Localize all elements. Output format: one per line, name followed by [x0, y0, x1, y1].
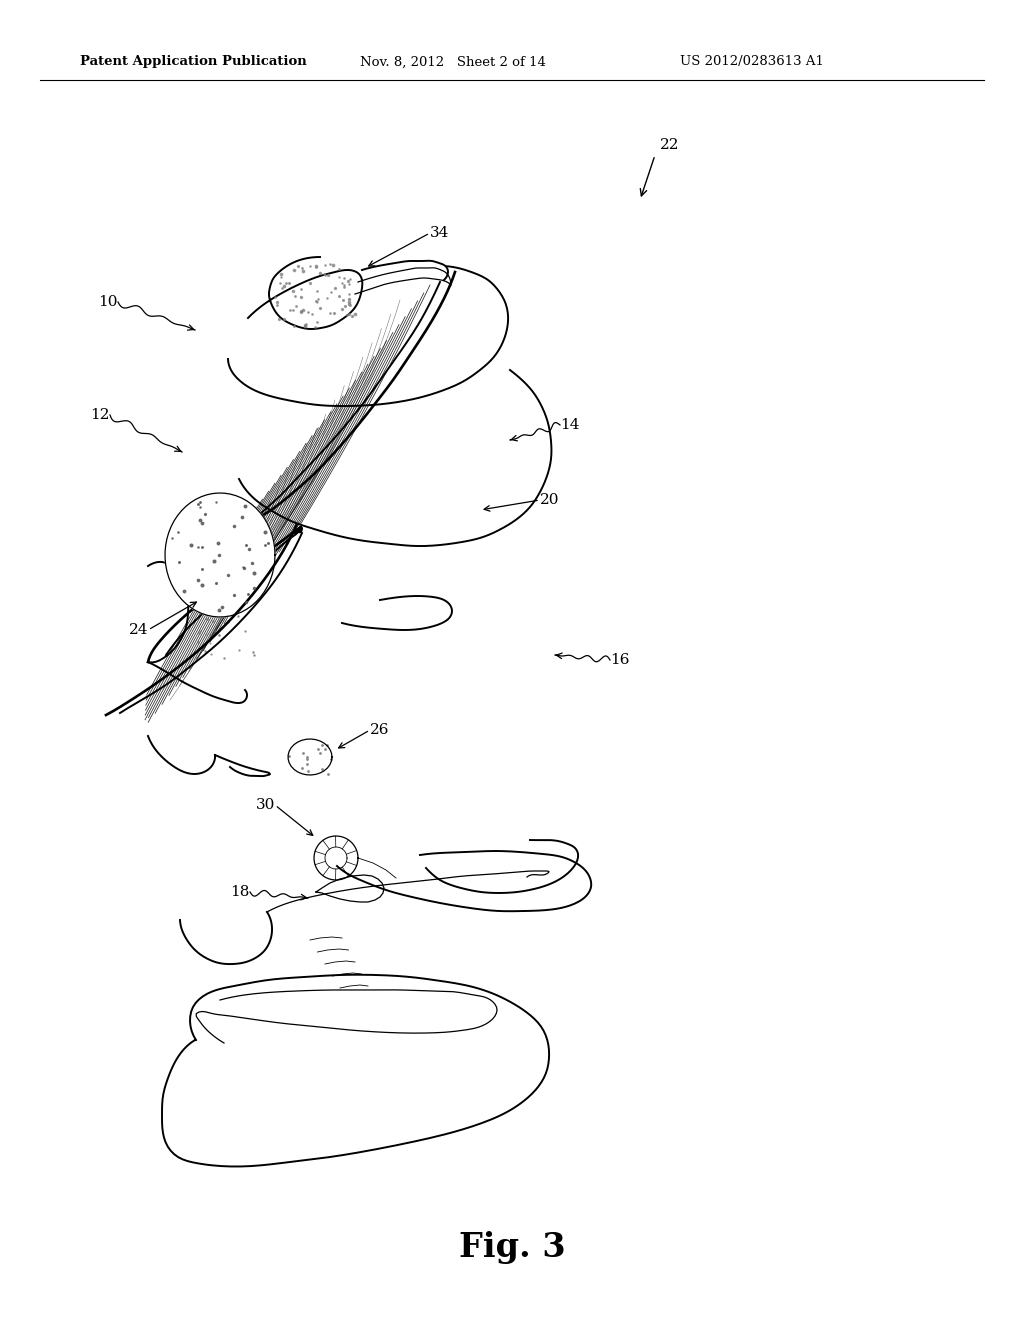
Text: 24: 24: [128, 623, 148, 638]
Text: 16: 16: [610, 653, 630, 667]
Polygon shape: [248, 257, 362, 329]
Text: 22: 22: [660, 139, 680, 152]
Text: 20: 20: [540, 492, 559, 507]
Text: 26: 26: [370, 723, 389, 737]
Text: US 2012/0283613 A1: US 2012/0283613 A1: [680, 55, 824, 69]
Polygon shape: [165, 494, 275, 616]
Text: Nov. 8, 2012   Sheet 2 of 14: Nov. 8, 2012 Sheet 2 of 14: [360, 55, 546, 69]
Text: 10: 10: [98, 294, 118, 309]
Text: 14: 14: [560, 418, 580, 432]
Text: 12: 12: [90, 408, 110, 422]
Polygon shape: [162, 974, 549, 1167]
Text: 18: 18: [230, 884, 250, 899]
Text: Fig. 3: Fig. 3: [459, 1232, 565, 1265]
Polygon shape: [362, 261, 449, 280]
Text: 34: 34: [430, 226, 450, 240]
Text: Patent Application Publication: Patent Application Publication: [80, 55, 307, 69]
Text: 30: 30: [256, 799, 275, 812]
